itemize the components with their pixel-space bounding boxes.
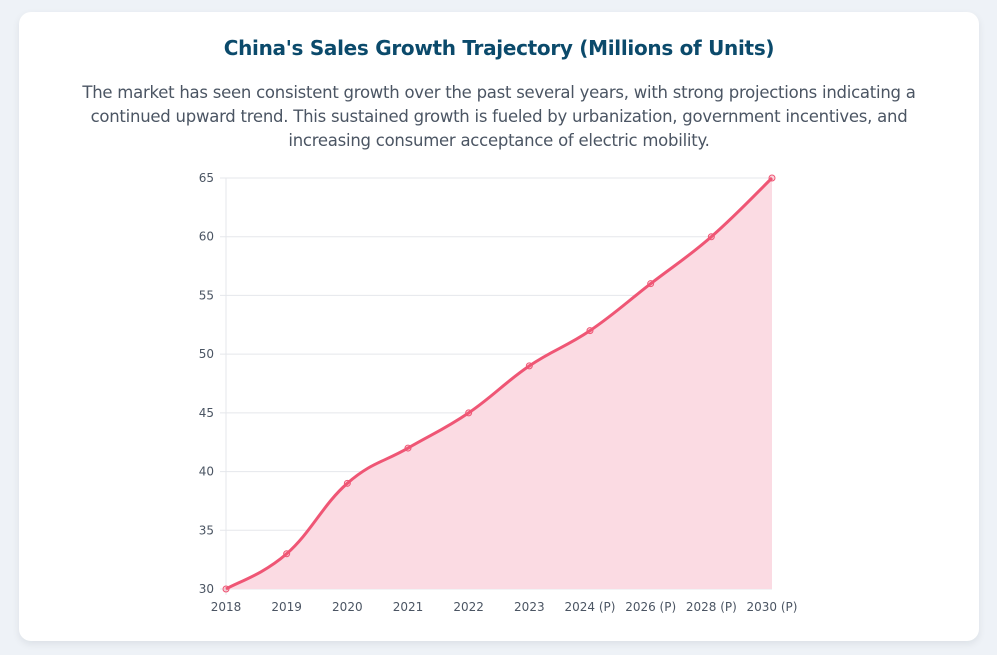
y-tick-label: 35 (199, 523, 214, 537)
y-tick-label: 45 (199, 406, 214, 420)
x-tick-label: 2019 (271, 600, 302, 614)
x-tick-label: 2022 (453, 600, 484, 614)
chart-title: China's Sales Growth Trajectory (Million… (223, 36, 775, 60)
y-axis: 30 35 40 45 50 55 60 65 (199, 171, 214, 596)
y-tick-label: 55 (199, 288, 214, 302)
chart-description: The market has seen consistent growth ov… (82, 83, 916, 150)
x-tick-label: 2024 (P) (565, 600, 616, 614)
x-tick-label: 2020 (332, 600, 363, 614)
x-tick-label: 2023 (514, 600, 545, 614)
data-point[interactable] (465, 409, 473, 417)
sales-growth-chart: 30 35 40 45 50 55 60 65 2018 2019 2020 2021 2022 202… (199, 171, 798, 614)
y-tick-label: 65 (199, 171, 214, 185)
y-tick-label: 40 (199, 465, 214, 479)
series-line (225, 176, 774, 591)
x-tick-label: 2030 (P) (747, 600, 798, 614)
chart-card: China's Sales Growth Trajectory (Million… (19, 12, 979, 641)
data-point[interactable] (647, 280, 655, 288)
data-points (222, 174, 776, 593)
area-fill (226, 178, 772, 589)
x-tick-label: 2026 (P) (625, 600, 676, 614)
data-point[interactable] (343, 479, 351, 487)
x-axis: 2018 2019 2020 2021 2022 2023 2024 (P) 2026 (P)… (211, 600, 798, 614)
x-tick-label: 2021 (393, 600, 424, 614)
data-point[interactable] (525, 362, 533, 370)
data-point[interactable] (222, 585, 230, 593)
data-point[interactable] (707, 233, 715, 241)
data-point[interactable] (283, 550, 291, 558)
x-tick-label: 2028 (P) (686, 600, 737, 614)
data-point[interactable] (586, 327, 594, 335)
data-point[interactable] (768, 174, 776, 182)
y-tick-label: 30 (199, 582, 214, 596)
y-tick-label: 60 (199, 230, 214, 244)
x-tick-label: 2018 (211, 600, 242, 614)
data-point[interactable] (404, 444, 412, 452)
y-tick-label: 50 (199, 347, 214, 361)
